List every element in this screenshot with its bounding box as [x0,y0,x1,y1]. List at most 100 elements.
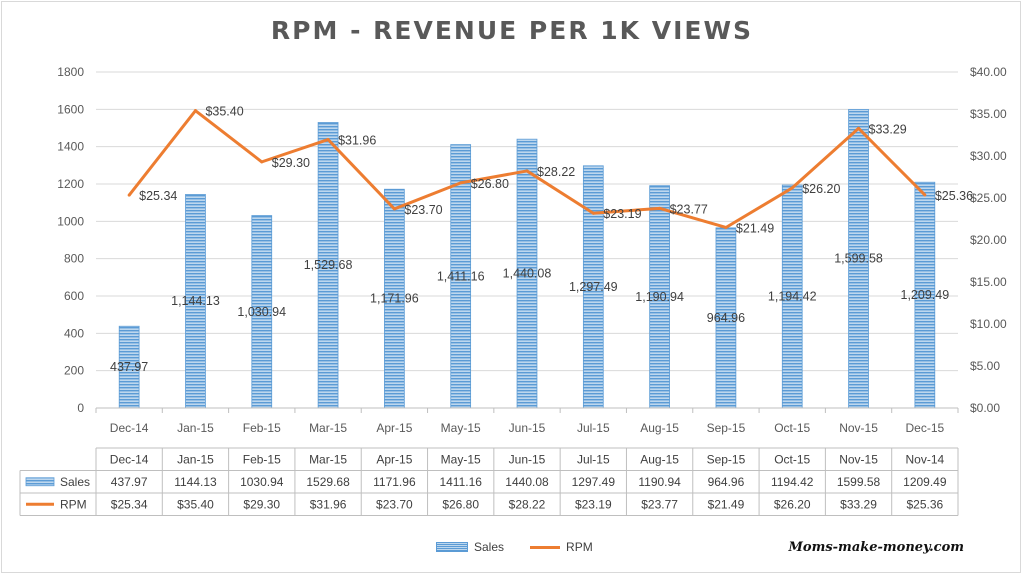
y-right-tick-label: $35.00 [970,107,1007,121]
table-cell: $28.22 [509,497,546,511]
legend-sales-swatch [436,542,468,552]
table-cell: 1599.58 [837,475,881,489]
rpm-data-label: $26.20 [802,182,840,196]
sales-data-label: 1,194.42 [768,290,817,304]
rpm-point [326,138,330,142]
rpm-point [392,207,396,211]
rpm-data-label: $29.30 [272,156,310,170]
y-left-tick-label: 1000 [57,214,84,228]
sales-data-label: 437.97 [110,360,148,374]
watermark: Moms-make-money.com [788,540,964,555]
rpm-data-label: $33.29 [869,122,907,136]
table-header-cell: Jan-15 [177,452,214,466]
sales-data-label: 1,209.49 [901,288,950,302]
chart-title: RPM - REVENUE PER 1K VIEWS [270,16,754,45]
table-cell: 964.96 [708,475,745,489]
x-tick-label: Jun-15 [509,421,546,435]
rpm-point [525,169,529,173]
rpm-data-label: $25.36 [935,189,973,203]
y-left-tick-label: 200 [64,364,84,378]
table-cell: $26.20 [774,497,811,511]
sales-data-label: 1,144.13 [171,294,220,308]
rpm-data-label: $31.96 [338,134,376,148]
y-left-tick-label: 1200 [57,177,84,191]
table-header-cell: Aug-15 [640,452,679,466]
table-cell: 1171.96 [373,475,416,489]
y-right-tick-label: $15.00 [970,275,1007,289]
table-header-cell: Nov-15 [839,452,878,466]
y-right-tick-label: $40.00 [970,65,1007,79]
table-cell: $33.29 [840,497,877,511]
rpm-point [260,160,264,164]
table-header-cell: Feb-15 [243,452,281,466]
sales-data-label: 1,411.16 [437,269,485,283]
table-cell: 1209.49 [903,475,947,489]
table-header-cell: Dec-14 [110,452,149,466]
sales-data-label: 1,171.96 [370,292,419,306]
x-tick-label: May-15 [441,421,481,435]
sales-data-label: 1,190.94 [635,290,684,304]
table-cell: 1194.42 [771,475,814,489]
y-left-tick-label: 1600 [57,102,84,116]
table-cell: 1440.08 [505,475,549,489]
sales-data-label: 1,030.94 [237,305,286,319]
x-tick-label: Feb-15 [243,421,281,435]
table-cell: $23.77 [641,497,678,511]
legend-rpm-label: RPM [566,540,593,554]
table-row-label-sales: Sales [60,475,90,489]
rpm-point [127,193,131,197]
table-cell: $25.36 [906,497,943,511]
legend: Sales RPM [436,540,593,554]
sales-data-label: 1,599.58 [834,252,883,266]
x-tick-label: Dec-15 [906,421,945,435]
rpm-data-label: $28.22 [537,165,575,179]
rpm-data-label: $25.34 [139,189,177,203]
x-tick-label: Dec-14 [110,421,149,435]
x-tick-label: Nov-15 [839,421,878,435]
y-left-tick-label: 1400 [57,140,84,154]
table-header-cell: Nov-14 [906,452,945,466]
y-left-tick-label: 600 [64,289,84,303]
sales-data-label: 1,297.49 [569,280,618,294]
rpm-point [459,181,463,185]
table-cell: 1144.13 [174,475,217,489]
rpm-point [790,186,794,190]
table-cell: 1411.16 [439,475,482,489]
table-cell: $26.80 [442,497,479,511]
rpm-point [193,109,197,113]
table-cell: $29.30 [243,497,280,511]
x-tick-label: Apr-15 [376,421,412,435]
table-header-cell: May-15 [441,452,481,466]
rpm-data-label: $35.40 [205,105,243,119]
table-header-cell: Jun-15 [509,452,546,466]
sales-data-label: 964.96 [707,311,745,325]
table-cell: $25.34 [111,497,148,511]
legend-item-rpm: RPM [530,540,593,554]
table-cell: $35.40 [177,497,214,511]
y-left-tick-label: 0 [77,401,84,415]
table-header-cell: Sep-15 [707,452,746,466]
table-cell: $23.19 [575,497,612,511]
table-row-label-rpm: RPM [60,497,87,511]
table-header-cell: Oct-15 [774,452,810,466]
y-right-tick-label: $25.00 [970,191,1007,205]
rpm-data-label: $23.77 [670,202,708,216]
table-cell: 1529.68 [306,475,350,489]
table-header-cell: Apr-15 [376,452,412,466]
table-cell: 1190.94 [638,475,681,489]
rpm-data-label: $23.19 [603,207,641,221]
x-tick-label: Jul-15 [577,421,610,435]
table-cell: $31.96 [310,497,347,511]
y-right-tick-label: $5.00 [970,359,1000,373]
x-tick-label: Sep-15 [707,421,746,435]
rpm-point [591,211,595,215]
y-right-tick-label: $0.00 [970,401,1000,415]
y-left-tick-label: 1800 [57,65,84,79]
y-right-tick-label: $20.00 [970,233,1007,247]
rpm-point [857,126,861,130]
table-header-cell: Jul-15 [577,452,610,466]
sales-data-label: 1,440.08 [503,267,552,281]
table-sales-key [25,477,55,487]
table-cell: $21.49 [708,497,745,511]
